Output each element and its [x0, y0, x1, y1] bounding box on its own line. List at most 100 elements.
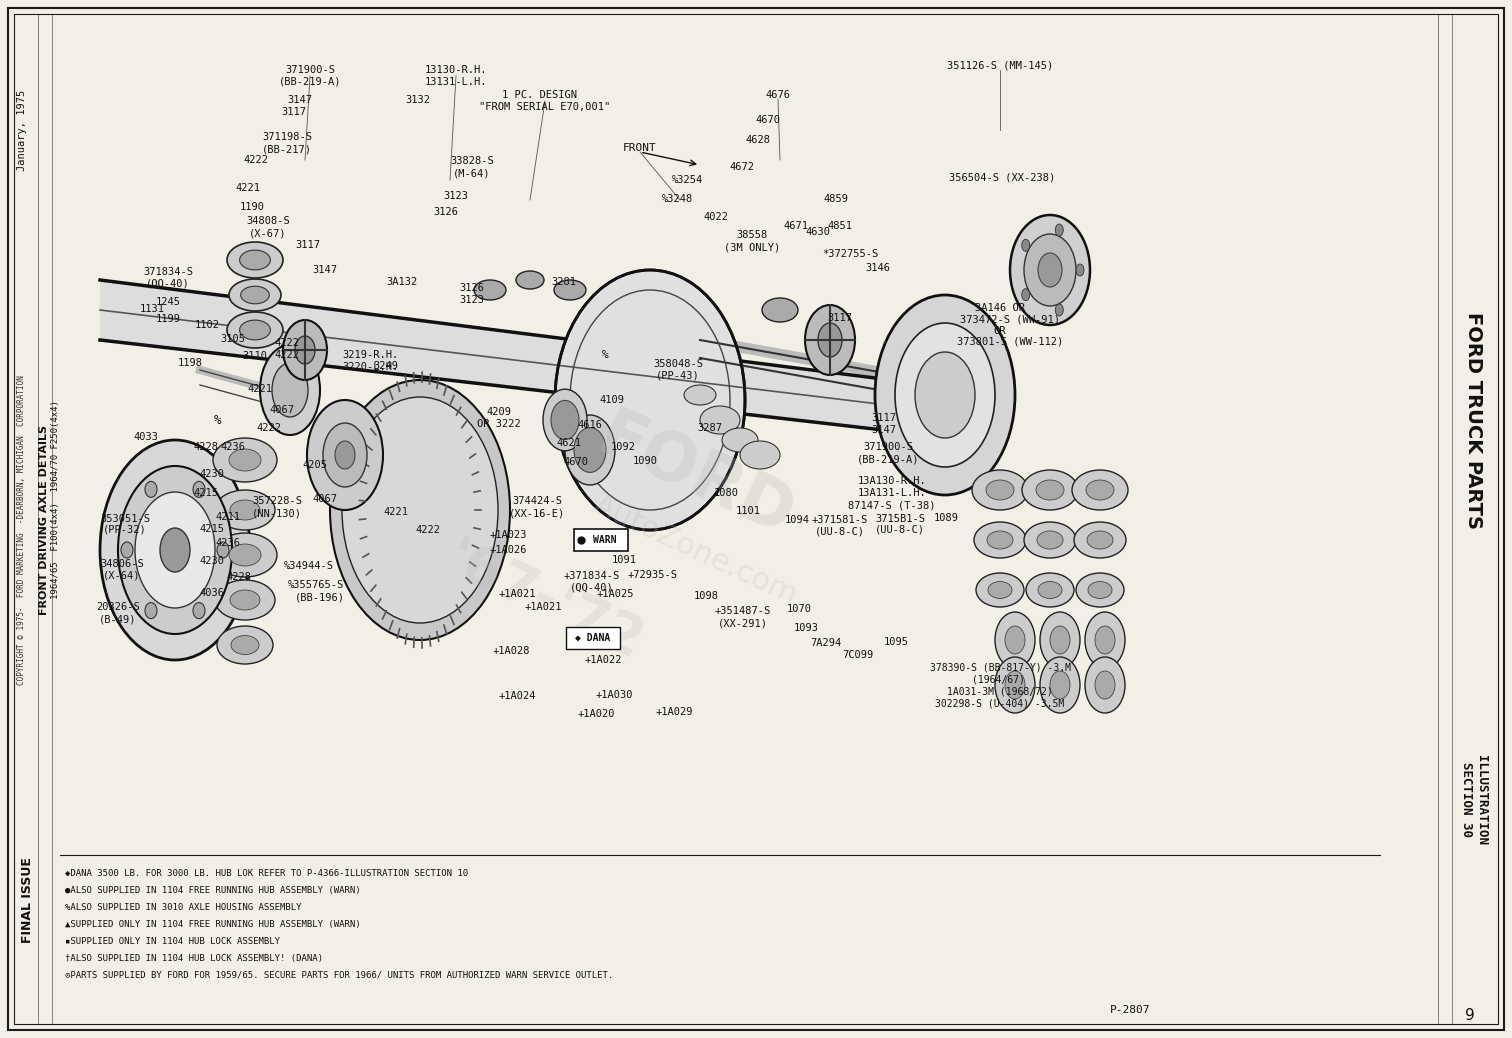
Ellipse shape — [218, 542, 228, 558]
Ellipse shape — [1095, 626, 1114, 654]
Text: †ALSO SUPPLIED IN 1104 HUB LOCK ASSEMBLY! (DANA): †ALSO SUPPLIED IN 1104 HUB LOCK ASSEMBLY… — [65, 954, 324, 963]
Text: (NN-130): (NN-130) — [253, 508, 302, 518]
Text: COPYRIGHT © 1975-  FORD MARKETING  -DEARBORN, MICHIGAN  CORPORATION: COPYRIGHT © 1975- FORD MARKETING -DEARBO… — [18, 375, 27, 685]
Text: *372755-S: *372755-S — [823, 249, 878, 260]
Ellipse shape — [215, 580, 275, 620]
Text: ⊙PARTS SUPPLIED BY FORD FOR 1959/65. SECURE PARTS FOR 1966/ UNITS FROM AUTHORIZE: ⊙PARTS SUPPLIED BY FORD FOR 1959/65. SEC… — [65, 971, 614, 980]
Ellipse shape — [218, 626, 274, 664]
Text: 1245: 1245 — [156, 297, 180, 307]
Text: 4670: 4670 — [564, 457, 588, 467]
Text: 378390-S (BB-817-Y) -3.M: 378390-S (BB-817-Y) -3.M — [930, 662, 1070, 672]
Ellipse shape — [1049, 671, 1070, 699]
Text: FRONT DRIVING AXLE DETAILS: FRONT DRIVING AXLE DETAILS — [39, 425, 48, 614]
Text: 356504-S (XX-238): 356504-S (XX-238) — [950, 172, 1055, 182]
Text: (PP-32): (PP-32) — [103, 525, 147, 535]
Text: 1A031-3M (1968/72): 1A031-3M (1968/72) — [947, 686, 1052, 696]
Ellipse shape — [1040, 657, 1080, 713]
Text: 4221: 4221 — [384, 507, 408, 517]
Ellipse shape — [135, 492, 215, 608]
Ellipse shape — [1055, 304, 1063, 316]
Ellipse shape — [977, 573, 1024, 607]
Text: 38558: 38558 — [736, 230, 768, 240]
Text: 4228: 4228 — [194, 442, 219, 452]
Text: +351487-S: +351487-S — [715, 606, 771, 616]
Ellipse shape — [995, 612, 1036, 668]
Text: %355765-S: %355765-S — [287, 580, 345, 590]
Ellipse shape — [1055, 224, 1063, 236]
Ellipse shape — [553, 280, 587, 300]
Ellipse shape — [240, 286, 269, 304]
Ellipse shape — [1005, 671, 1025, 699]
Text: 3117: 3117 — [281, 107, 307, 117]
Text: 4222: 4222 — [243, 155, 269, 165]
Ellipse shape — [818, 323, 842, 357]
FancyBboxPatch shape — [575, 529, 627, 551]
Ellipse shape — [762, 298, 798, 322]
Text: 1198: 1198 — [177, 358, 203, 368]
Ellipse shape — [272, 363, 308, 417]
Ellipse shape — [1022, 470, 1078, 510]
Text: 3110: 3110 — [242, 351, 268, 361]
Ellipse shape — [230, 590, 260, 610]
Ellipse shape — [565, 415, 615, 485]
Text: (BB-217): (BB-217) — [262, 144, 311, 154]
Text: 371900-S: 371900-S — [284, 65, 336, 75]
Ellipse shape — [145, 603, 157, 619]
Ellipse shape — [307, 400, 383, 510]
Text: (3M ONLY): (3M ONLY) — [724, 242, 780, 252]
Text: 13A131-L.H.: 13A131-L.H. — [857, 488, 927, 498]
Text: 374424-S: 374424-S — [513, 496, 562, 506]
Text: 7A294: 7A294 — [810, 638, 842, 648]
Text: 4676: 4676 — [765, 90, 791, 100]
Ellipse shape — [1086, 480, 1114, 500]
Text: 371900-S: 371900-S — [863, 442, 913, 452]
Text: 4228: 4228 — [227, 572, 251, 582]
Text: +1A021: +1A021 — [525, 602, 562, 612]
Ellipse shape — [1077, 573, 1123, 607]
Ellipse shape — [213, 532, 277, 577]
Ellipse shape — [915, 352, 975, 438]
Ellipse shape — [1027, 573, 1074, 607]
Text: AutoZone.com: AutoZone.com — [588, 490, 803, 610]
Ellipse shape — [228, 449, 262, 471]
Text: (QQ-40): (QQ-40) — [570, 582, 614, 592]
Ellipse shape — [227, 312, 283, 348]
Text: January, 1975: January, 1975 — [17, 90, 27, 171]
Ellipse shape — [1010, 215, 1090, 325]
Text: 1094: 1094 — [785, 515, 809, 525]
Ellipse shape — [1039, 253, 1061, 286]
Text: (XX-16-E): (XX-16-E) — [510, 508, 565, 518]
Text: 3715B1-S: 3715B1-S — [875, 514, 925, 524]
Ellipse shape — [1089, 581, 1111, 599]
Text: 1089: 1089 — [933, 513, 959, 523]
Ellipse shape — [239, 320, 271, 339]
Polygon shape — [100, 280, 971, 440]
Text: 3147: 3147 — [287, 95, 313, 105]
Ellipse shape — [145, 482, 157, 497]
Text: 13131-L.H.: 13131-L.H. — [425, 77, 487, 87]
Text: ◆DANA 3500 LB. FOR 3000 LB. HUB LOK REFER TO P-4366-ILLUSTRATION SECTION 10: ◆DANA 3500 LB. FOR 3000 LB. HUB LOK REFE… — [65, 869, 469, 878]
Text: 4236: 4236 — [216, 538, 240, 548]
Text: +1A024: +1A024 — [499, 691, 535, 701]
Ellipse shape — [1077, 264, 1084, 276]
Ellipse shape — [1086, 612, 1125, 668]
Text: FORD TRUCK PARTS: FORD TRUCK PARTS — [1465, 311, 1483, 528]
Text: 3249: 3249 — [373, 361, 399, 371]
Text: 4222: 4222 — [257, 424, 281, 433]
Text: 1091: 1091 — [611, 555, 637, 565]
Ellipse shape — [228, 279, 281, 311]
Text: 1098: 1098 — [694, 591, 718, 601]
Text: +1A030: +1A030 — [596, 690, 632, 700]
Text: +1A025: +1A025 — [596, 589, 634, 599]
Text: +1A026: +1A026 — [490, 545, 526, 555]
Text: 4033: 4033 — [133, 432, 159, 442]
Text: ●ALSO SUPPLIED IN 1104 FREE RUNNING HUB ASSEMBLY (WARN): ●ALSO SUPPLIED IN 1104 FREE RUNNING HUB … — [65, 886, 361, 895]
Ellipse shape — [1072, 470, 1128, 510]
Ellipse shape — [895, 323, 995, 467]
Ellipse shape — [194, 482, 206, 497]
Text: 4616: 4616 — [578, 420, 602, 430]
Text: 371834-S: 371834-S — [144, 267, 194, 277]
Text: OR: OR — [993, 326, 1007, 336]
Text: (M-64): (M-64) — [454, 168, 491, 177]
Text: %ALSO SUPPLIED IN 3010 AXLE HOUSING ASSEMBLY: %ALSO SUPPLIED IN 3010 AXLE HOUSING ASSE… — [65, 903, 301, 912]
